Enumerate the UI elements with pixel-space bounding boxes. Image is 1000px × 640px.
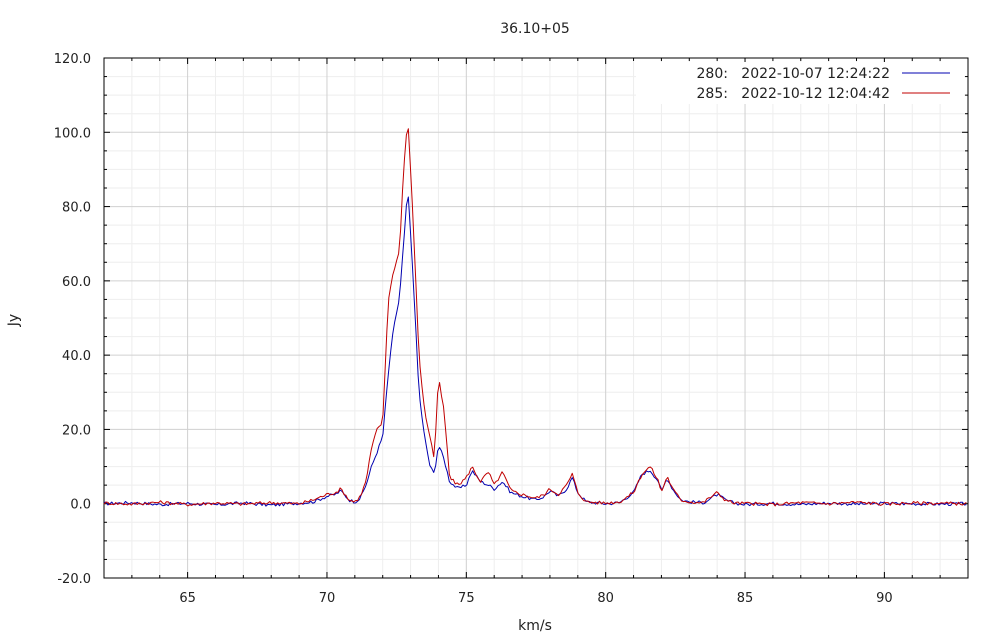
y-tick-label: 120.0 (54, 52, 91, 67)
chart-title: 36.10+05 (500, 21, 570, 37)
x-tick-label: 80 (597, 591, 614, 606)
x-tick-label: 70 (319, 591, 336, 606)
y-tick-label: 0.0 (70, 498, 91, 513)
legend-label-2: 285: 2022-10-12 12:04:42 (697, 86, 890, 102)
x-tick-label: 65 (179, 591, 196, 606)
legend-background (636, 62, 964, 104)
series-layer (103, 128, 967, 507)
legend: 280: 2022-10-07 12:24:22 285: 2022-10-12 … (636, 62, 964, 104)
y-tick-label: 20.0 (62, 423, 91, 438)
minor-grid (103, 58, 969, 578)
y-tick-label: 60.0 (62, 275, 91, 290)
y-tick-label: 100.0 (54, 126, 91, 141)
y-tick-label: -20.0 (57, 572, 91, 587)
x-tick-label: 90 (876, 591, 893, 606)
y-tick-label: 80.0 (62, 201, 91, 216)
y-axis-label: Jy (6, 314, 22, 327)
series-line-2 (103, 128, 967, 507)
x-tick-label: 85 (737, 591, 754, 606)
x-tick-label: 75 (458, 591, 475, 606)
x-axis-label: km/s (518, 618, 552, 634)
x-tick-labels: 65 70 75 80 85 90 (179, 591, 892, 606)
y-tick-labels: -20.0 0.0 20.0 40.0 60.0 80.0 100.0 120.0 (54, 52, 91, 587)
y-tick-label: 40.0 (62, 349, 91, 364)
legend-label-1: 280: 2022-10-07 12:24:22 (697, 66, 890, 82)
